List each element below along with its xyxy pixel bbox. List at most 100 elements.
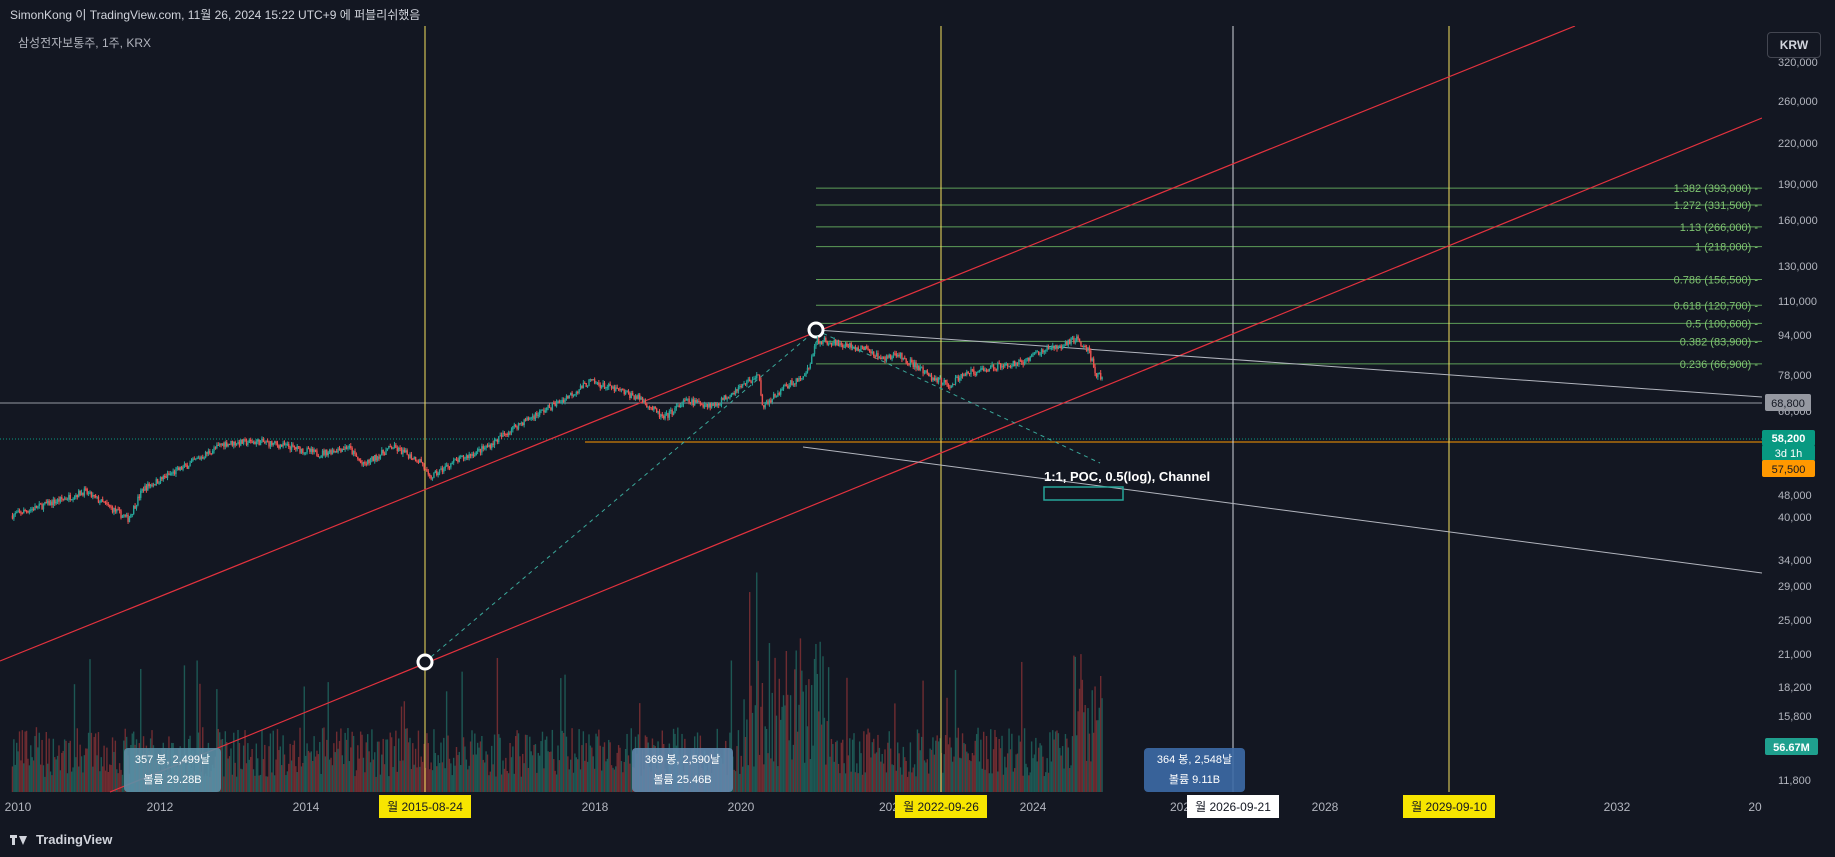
brand-logo[interactable]: TradingView bbox=[10, 832, 112, 847]
candle-body bbox=[806, 367, 809, 373]
candle-body bbox=[476, 449, 479, 452]
volume-bar bbox=[474, 733, 476, 792]
candle-body bbox=[567, 396, 569, 399]
candle-body bbox=[216, 444, 218, 449]
volume-bar bbox=[881, 753, 883, 792]
volume-bar bbox=[550, 751, 552, 792]
candle-body bbox=[120, 510, 122, 518]
candle-body bbox=[719, 404, 721, 406]
candle-body bbox=[523, 419, 525, 426]
volume-bar bbox=[409, 737, 411, 792]
candle-body bbox=[713, 403, 716, 406]
volume-bar bbox=[629, 763, 631, 792]
candle-body bbox=[237, 441, 239, 445]
volume-bar bbox=[1097, 720, 1099, 792]
volume-bar bbox=[963, 742, 965, 792]
candle-body bbox=[1040, 349, 1043, 355]
volume-bar bbox=[1067, 747, 1069, 792]
volume-bar bbox=[857, 773, 859, 792]
volume-bar bbox=[860, 753, 862, 792]
volume-bar bbox=[1077, 711, 1079, 792]
volume-bar bbox=[918, 733, 920, 792]
volume-bar bbox=[288, 763, 290, 792]
volume-bar bbox=[1014, 768, 1016, 792]
candle-body bbox=[897, 354, 899, 357]
candle-body bbox=[312, 448, 314, 453]
candle-body bbox=[946, 382, 948, 385]
fib-level-label: 0.618 (120,700) - bbox=[1674, 300, 1759, 312]
volume-bar bbox=[925, 762, 927, 792]
candle-body bbox=[390, 447, 393, 449]
candle-body bbox=[395, 444, 397, 448]
price-axis-tick-label: 78,000 bbox=[1778, 370, 1812, 382]
volume-bar bbox=[923, 760, 926, 792]
volume-bar bbox=[496, 657, 499, 792]
volume-bar bbox=[368, 751, 370, 792]
candle-body bbox=[547, 405, 549, 408]
candle-body bbox=[772, 394, 775, 400]
volume-bar bbox=[271, 772, 273, 792]
volume-bar bbox=[83, 755, 86, 792]
price-axis-tick-label: 220,000 bbox=[1778, 138, 1818, 150]
time-axis-tick-label: 2024 bbox=[1020, 800, 1047, 814]
volume-bar bbox=[469, 741, 472, 792]
volume-bar bbox=[1080, 654, 1082, 792]
volume-bar bbox=[887, 742, 889, 792]
candle-body bbox=[249, 439, 252, 442]
candle-body bbox=[76, 495, 79, 498]
candle-body bbox=[561, 399, 563, 403]
pivot-circle-marker bbox=[807, 321, 825, 339]
candle-body bbox=[930, 375, 933, 381]
volume-bar bbox=[1073, 655, 1075, 792]
candle-body bbox=[987, 370, 989, 372]
volume-bar bbox=[781, 706, 783, 792]
candle-body bbox=[503, 433, 506, 435]
candle-body bbox=[1035, 351, 1037, 353]
volume-bar bbox=[784, 705, 786, 792]
candle-body bbox=[520, 422, 523, 424]
candle-body bbox=[565, 396, 568, 399]
volume-bar bbox=[950, 747, 952, 792]
candle-body bbox=[677, 405, 679, 407]
volume-bar bbox=[524, 734, 527, 792]
candle-body bbox=[750, 381, 752, 383]
candle-body bbox=[458, 456, 461, 462]
candle-body bbox=[197, 457, 200, 459]
candle-body bbox=[306, 448, 308, 453]
price-chart[interactable]: 1.382 (393,000) -1.272 (331,500) -1.13 (… bbox=[0, 26, 1835, 820]
volume-bar bbox=[38, 732, 40, 792]
candle-body bbox=[467, 455, 469, 459]
tradingview-logo-icon bbox=[10, 834, 30, 846]
volume-bar bbox=[764, 726, 766, 792]
volume-bar bbox=[378, 741, 380, 792]
volume-bar bbox=[68, 742, 70, 792]
currency-button[interactable]: KRW bbox=[1767, 32, 1821, 58]
candle-body bbox=[537, 415, 539, 417]
volume-bar bbox=[324, 756, 327, 792]
volume-bar bbox=[909, 742, 912, 792]
volume-bar bbox=[75, 757, 77, 792]
volume-bar bbox=[300, 766, 303, 792]
volume-bar bbox=[602, 746, 604, 792]
candle-body bbox=[951, 384, 954, 386]
volume-bar bbox=[23, 763, 25, 792]
candle-body bbox=[788, 384, 790, 389]
candle-body bbox=[892, 353, 895, 357]
volume-bar bbox=[306, 743, 308, 792]
volume-bar bbox=[891, 764, 893, 792]
volume-bar bbox=[585, 743, 587, 792]
volume-bar bbox=[737, 730, 740, 792]
volume-bar bbox=[1050, 761, 1053, 792]
candle-body bbox=[674, 407, 676, 413]
candle-body bbox=[210, 453, 212, 455]
candle-body bbox=[889, 354, 892, 360]
pivot-price-tag-label: 57,500 bbox=[1772, 464, 1806, 476]
volume-bar bbox=[309, 752, 311, 792]
candle-body bbox=[741, 384, 744, 387]
volume-bar bbox=[584, 760, 586, 792]
volume-bar bbox=[114, 740, 117, 792]
candle-body bbox=[758, 374, 761, 381]
candle-body bbox=[650, 407, 652, 409]
candle-body bbox=[73, 497, 76, 500]
candle-body bbox=[190, 460, 193, 463]
